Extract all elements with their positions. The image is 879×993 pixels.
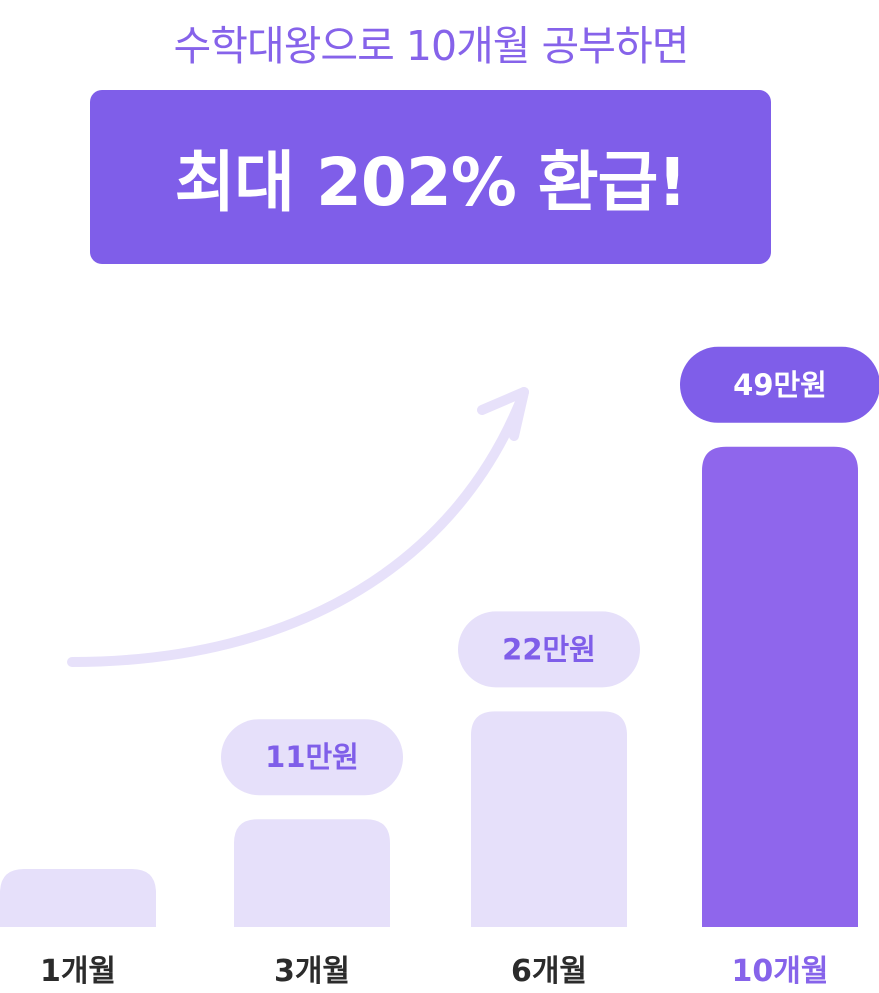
bar-10개월: [702, 446, 858, 927]
headline: 최대 202% 환급!: [174, 144, 688, 221]
data-label-pill-6개월: [458, 611, 640, 688]
headline-banner: 최대 202% 환급!: [90, 90, 771, 264]
trend-arrow-curve: [67, 387, 529, 667]
data-label-6개월: 22만원: [502, 632, 596, 666]
data-label-pill-10개월: [680, 346, 879, 423]
data-label-pill-3개월: [221, 719, 403, 796]
bar-3개월: [234, 819, 390, 927]
data-label-10개월: 49만원: [733, 368, 827, 402]
x-tick-6개월: 6개월: [511, 954, 587, 989]
bar-1개월: [0, 869, 156, 927]
data-label-3개월: 11만원: [265, 740, 359, 774]
bar-6개월: [471, 711, 627, 927]
trend-arrow-head: [477, 387, 529, 441]
x-tick-10개월: 10개월: [732, 954, 829, 989]
subtitle: 수학대왕으로 10개월 공부하면: [173, 22, 690, 70]
x-tick-3개월: 3개월: [274, 954, 350, 989]
x-tick-1개월: 1개월: [40, 954, 116, 989]
